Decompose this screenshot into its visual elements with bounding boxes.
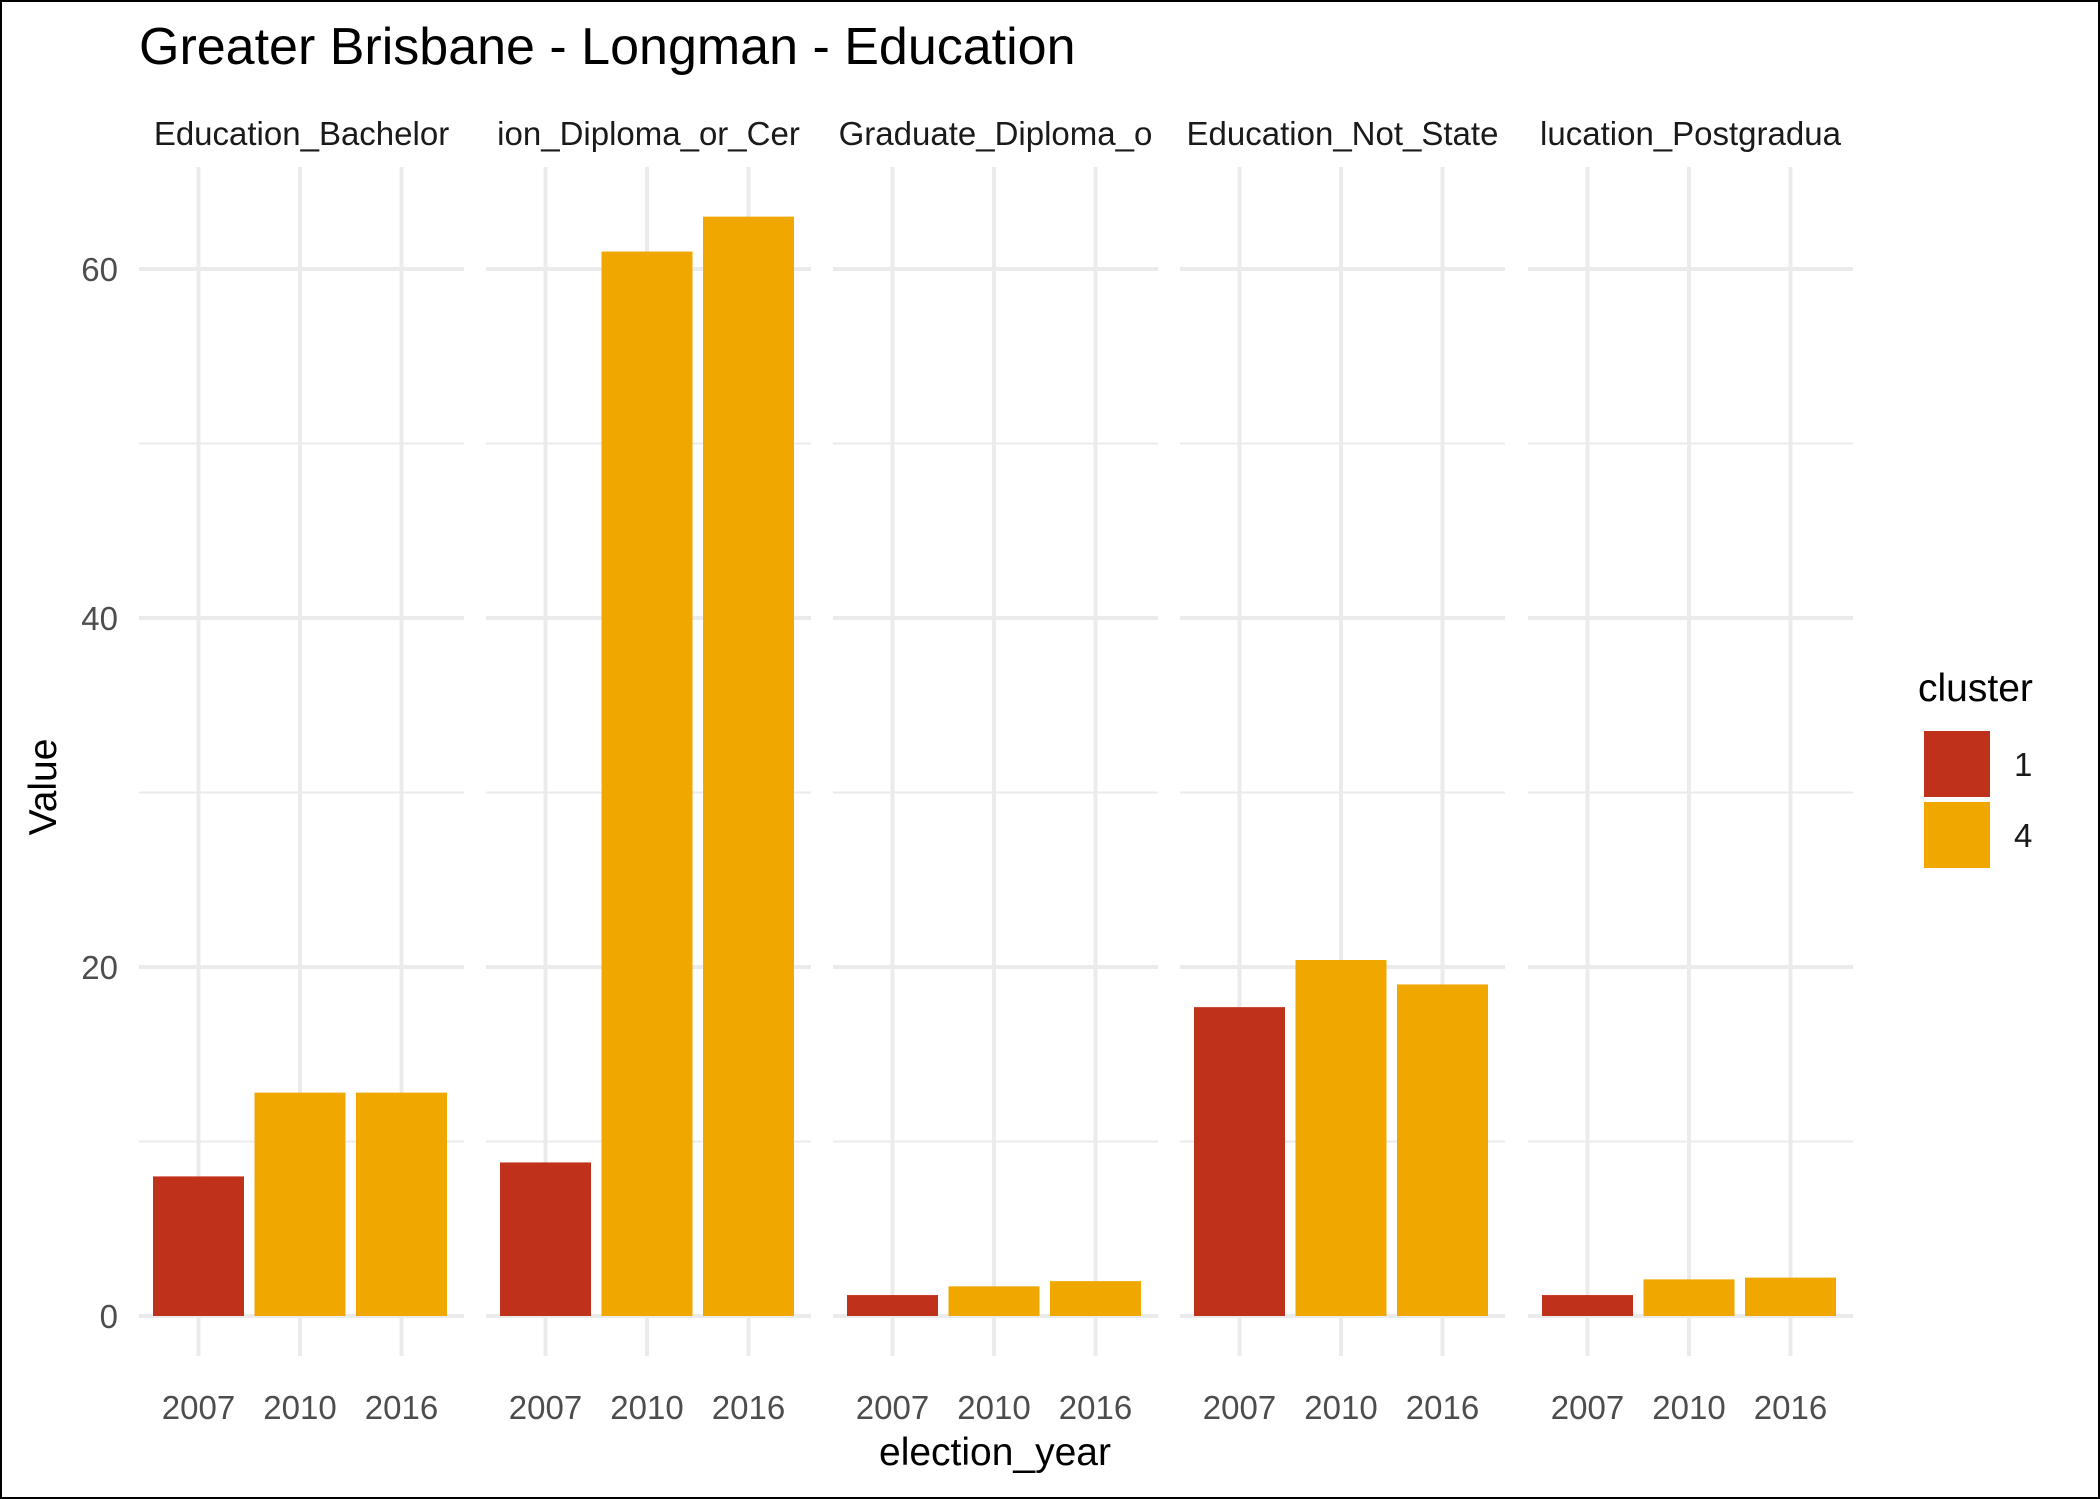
- facet-strip-label: lucation_Postgradua: [1540, 115, 1842, 152]
- y-tick-label: 60: [81, 251, 118, 288]
- x-tick-label: 2016: [365, 1389, 438, 1426]
- y-tick-label: 20: [81, 949, 118, 986]
- x-axis-title: election_year: [879, 1431, 1111, 1474]
- legend: cluster 1 4: [1918, 667, 2033, 868]
- facet-strip-label: Education_Not_State: [1187, 115, 1499, 152]
- bar: [601, 251, 693, 1316]
- x-tick-label: 2007: [856, 1389, 929, 1426]
- chart-title: Greater Brisbane - Longman - Education: [139, 18, 1076, 76]
- bar: [847, 1295, 938, 1316]
- bar: [1295, 960, 1387, 1316]
- x-tick-label: 2010: [1304, 1389, 1377, 1426]
- legend-swatch: [1924, 731, 1990, 797]
- x-tick-label: 2007: [509, 1389, 582, 1426]
- facet-strip-label: ion_Diploma_or_Cer: [497, 115, 800, 152]
- bar: [153, 1176, 244, 1316]
- x-tick-label: 2010: [957, 1389, 1030, 1426]
- y-tick-label: 40: [81, 600, 118, 637]
- y-axis-title: Value: [22, 739, 65, 836]
- bar: [1745, 1277, 1836, 1316]
- bar: [356, 1092, 447, 1316]
- bar: [1643, 1279, 1735, 1316]
- x-tick-label: 2010: [1652, 1389, 1725, 1426]
- legend-swatch: [1924, 802, 1990, 868]
- x-tick-label: 2016: [1059, 1389, 1132, 1426]
- x-tick-label: 2010: [263, 1389, 336, 1426]
- facet-strip-label: Education_Bachelor: [154, 115, 449, 152]
- bar: [254, 1092, 346, 1316]
- legend-label: 1: [2014, 746, 2032, 783]
- x-tick-label: 2010: [610, 1389, 683, 1426]
- x-axis: 2007 2010 2016 2007 2010 2016 2007 2010 2016 2007…: [162, 1389, 1827, 1426]
- x-tick-label: 2016: [1754, 1389, 1827, 1426]
- facet-strips: Education_Bachelor ion_Diploma_or_Cer Grad…: [154, 115, 1842, 152]
- bar: [500, 1162, 591, 1316]
- x-tick-label: 2007: [162, 1389, 235, 1426]
- bar: [1542, 1295, 1633, 1316]
- x-tick-label: 2007: [1551, 1389, 1624, 1426]
- bar: [1194, 1007, 1285, 1316]
- bar: [1397, 984, 1488, 1316]
- x-tick-label: 2007: [1203, 1389, 1276, 1426]
- y-axis: 0 20 40 60: [81, 251, 118, 1335]
- y-tick-label: 0: [100, 1298, 118, 1335]
- bar: [948, 1286, 1040, 1316]
- bar: [703, 216, 794, 1316]
- x-tick-label: 2016: [1406, 1389, 1479, 1426]
- bars-layer: [153, 216, 1836, 1316]
- legend-label: 4: [2014, 817, 2032, 854]
- bar: [1050, 1281, 1141, 1316]
- facet-strip-label: Graduate_Diploma_o: [839, 115, 1153, 152]
- x-tick-label: 2016: [712, 1389, 785, 1426]
- legend-title: cluster: [1918, 667, 2033, 710]
